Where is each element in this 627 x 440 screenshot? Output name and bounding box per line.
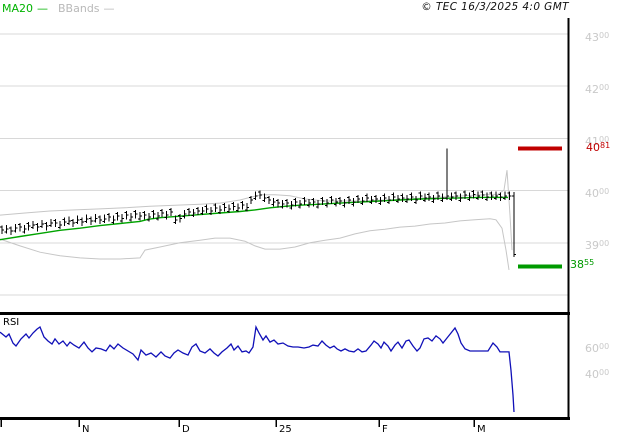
copyright-text: © TEC 16/3/2025 4:0 GMT <box>421 1 569 13</box>
x-axis-label-jan25: 25 <box>279 424 292 435</box>
ma20-legend-line: — <box>37 2 49 15</box>
rsi-axis-label: 4000 <box>585 368 610 381</box>
legend-item-ma20: MA20 — <box>2 2 48 15</box>
x-axis-label-february: F <box>382 424 388 435</box>
price-axis-label: 4300 <box>585 31 610 44</box>
x-axis-label-march: M <box>477 424 486 435</box>
bbands-legend-label: BBands <box>58 2 100 15</box>
level-line-label: 3855 <box>570 258 595 271</box>
level-line-label: 4081 <box>586 141 611 154</box>
x-axis-label-december: D <box>182 424 190 435</box>
price-axis-label: 3900 <box>585 239 610 252</box>
price-axis-label: 4000 <box>585 187 610 200</box>
rsi-axis-label: 6000 <box>585 342 610 355</box>
legend-item-bbands: BBands — <box>58 2 115 15</box>
legend: MA20 — BBands — <box>2 2 115 15</box>
bbands-legend-line: — <box>103 2 115 15</box>
price-axis-label: 4200 <box>585 83 610 96</box>
x-axis-label-november: N <box>82 424 90 435</box>
ma20-legend-label: MA20 <box>2 2 34 15</box>
rsi-panel-label: RSI <box>3 317 20 328</box>
price-axis-label: 4100 <box>585 135 610 148</box>
